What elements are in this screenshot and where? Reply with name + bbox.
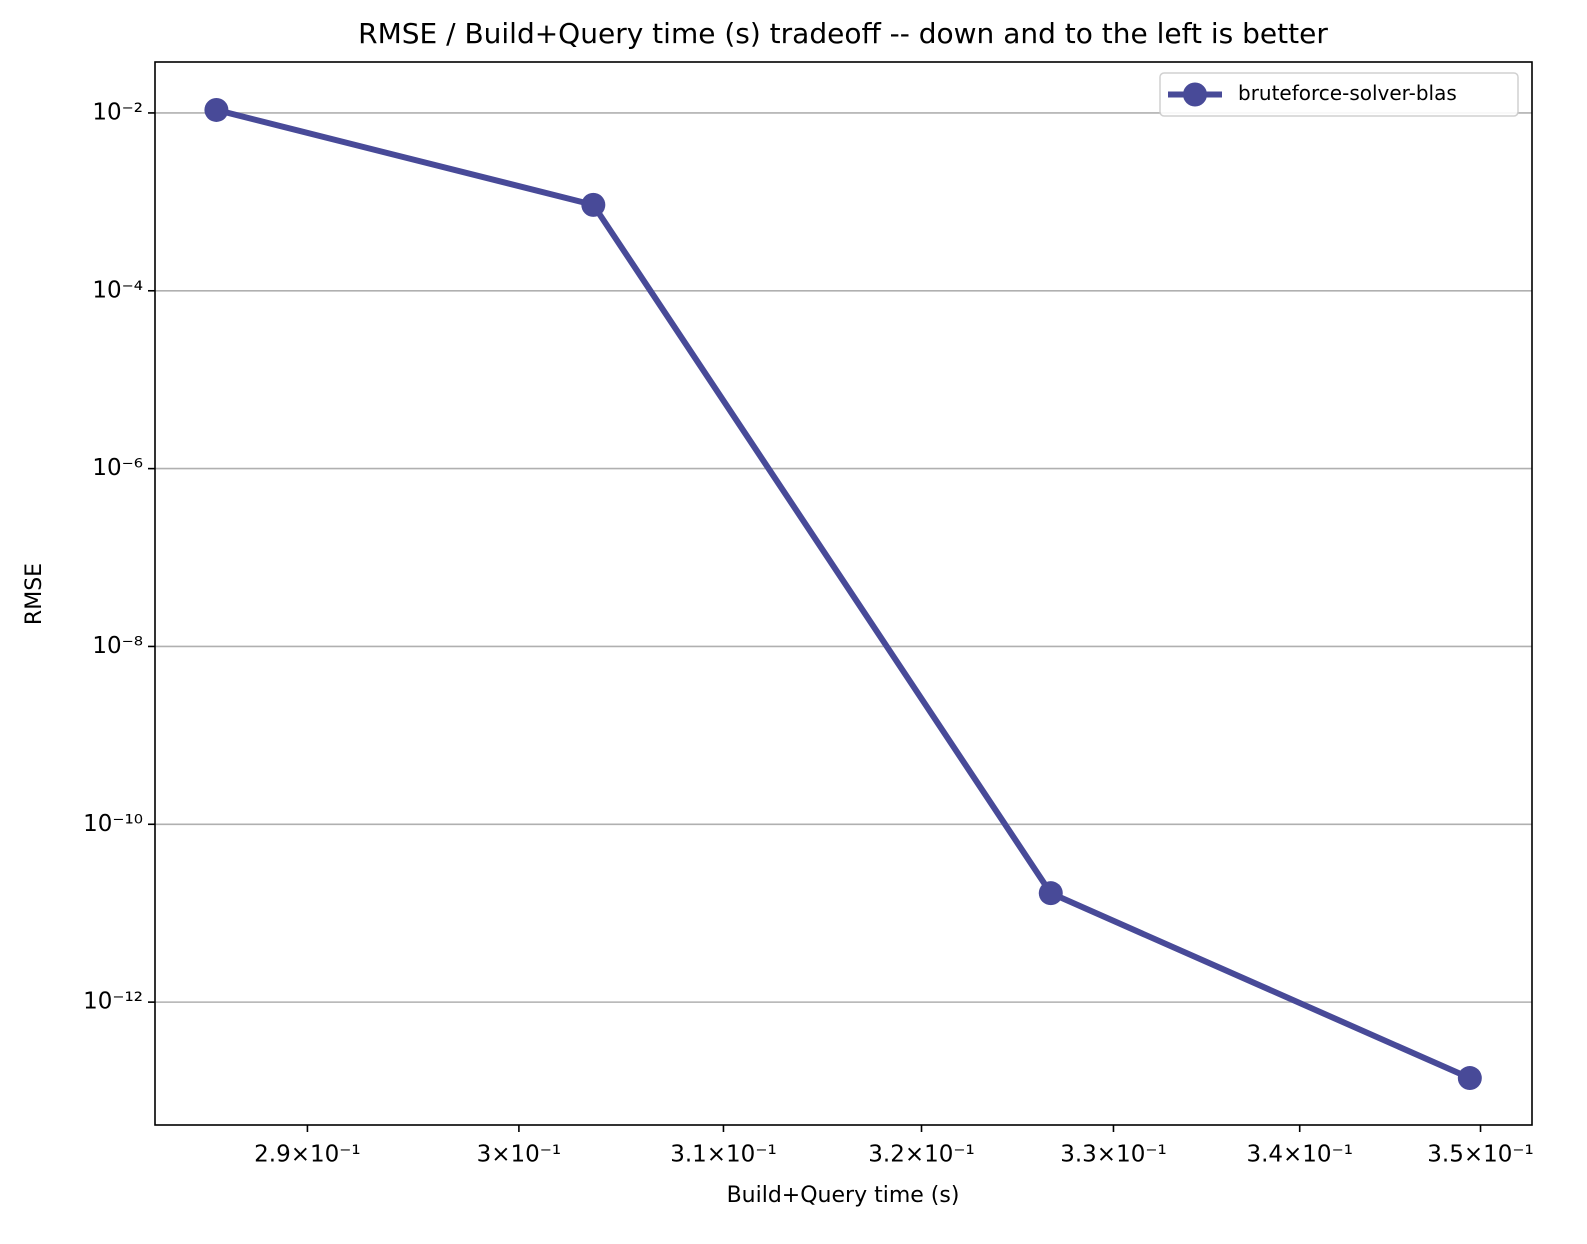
y-tick-label: 10⁻¹⁰ <box>83 811 143 837</box>
x-axis-label: Build+Query time (s) <box>727 1183 960 1208</box>
y-tick-label: 10⁻⁶ <box>92 455 143 481</box>
legend-marker <box>1183 82 1207 107</box>
data-point <box>1038 881 1063 906</box>
data-point <box>204 97 229 122</box>
data-point <box>1457 1066 1482 1091</box>
series-line <box>215 107 1472 1081</box>
x-tick-label: 3.2×10⁻¹ <box>868 1142 974 1168</box>
y-tick-label: 10⁻⁸ <box>92 633 143 659</box>
x-tick-label: 3.1×10⁻¹ <box>670 1142 776 1168</box>
y-tick-label: 10⁻⁴ <box>92 277 143 303</box>
chart-title: RMSE / Build+Query time (s) tradeoff -- … <box>358 17 1328 50</box>
y-axis-label: RMSE <box>22 563 47 625</box>
plot-frame <box>154 61 1533 1126</box>
x-tick-label: 3.3×10⁻¹ <box>1060 1142 1166 1168</box>
legend-box <box>1159 72 1519 117</box>
legend-label: bruteforce-solver-blas <box>1238 81 1457 105</box>
x-tick-label: 2.9×10⁻¹ <box>254 1142 360 1168</box>
x-tick-label: 3×10⁻¹ <box>477 1142 562 1168</box>
data-point <box>581 192 606 217</box>
y-tick-label: 10⁻² <box>92 99 143 125</box>
x-tick-label: 3.5×10⁻¹ <box>1427 1142 1533 1168</box>
x-tick-label: 3.4×10⁻¹ <box>1246 1142 1352 1168</box>
y-tick-label: 10⁻¹² <box>83 989 143 1015</box>
